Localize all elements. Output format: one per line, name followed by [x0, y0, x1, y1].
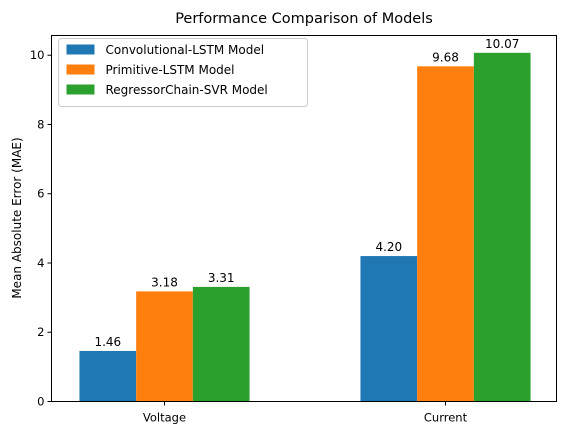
- y-tick-label: 0: [37, 395, 44, 409]
- y-axis-label: Mean Absolute Error (MAE): [10, 137, 24, 298]
- data-label: 1.46: [94, 335, 121, 349]
- legend-box: [58, 38, 308, 107]
- legend-label: Convolutional-LSTM Model: [106, 43, 265, 57]
- y-tick-label: 10: [30, 48, 45, 62]
- y-tick-label: 4: [37, 256, 44, 270]
- y-tick-label: 8: [37, 117, 44, 131]
- bar-regressorchain-svr-model-current: [473, 52, 531, 402]
- x-tick-label: Current: [424, 411, 468, 425]
- bar-regressorchain-svr-model-voltage: [192, 286, 250, 402]
- y-tick-label: 2: [37, 325, 44, 339]
- data-label: 3.31: [208, 271, 235, 285]
- chart-title: Performance Comparison of Models: [175, 11, 433, 27]
- legend-swatch: [66, 44, 95, 55]
- legend-swatch: [66, 84, 95, 95]
- y-axis: 0 2 4 6 8 10: [30, 48, 52, 409]
- bar-primitive-lstm-model-voltage: [136, 291, 193, 402]
- y-tick-label: 6: [37, 187, 44, 201]
- bar-convolutional-lstm-model-current: [360, 256, 418, 402]
- plot-frame: [51, 35, 557, 402]
- data-label: 9.68: [432, 50, 459, 64]
- data-labels-layer: 1.46 4.20 3.18 9.68 3.31 10.07: [94, 37, 519, 349]
- data-label: 4.20: [375, 240, 402, 254]
- bar-primitive-lstm-model-current: [417, 66, 474, 402]
- data-label: 3.18: [151, 275, 178, 289]
- legend-label: Primitive-LSTM Model: [106, 63, 235, 77]
- legend-swatch: [66, 64, 95, 75]
- legend: Convolutional-LSTM Model Primitive-LSTM M…: [58, 38, 308, 107]
- x-axis: Voltage Current: [143, 401, 468, 425]
- bars-layer: [79, 52, 531, 402]
- data-label: 10.07: [485, 37, 519, 51]
- bar-convolutional-lstm-model-voltage: [79, 350, 137, 402]
- x-tick-label: Voltage: [143, 411, 186, 425]
- legend-label: RegressorChain-SVR Model: [106, 83, 268, 97]
